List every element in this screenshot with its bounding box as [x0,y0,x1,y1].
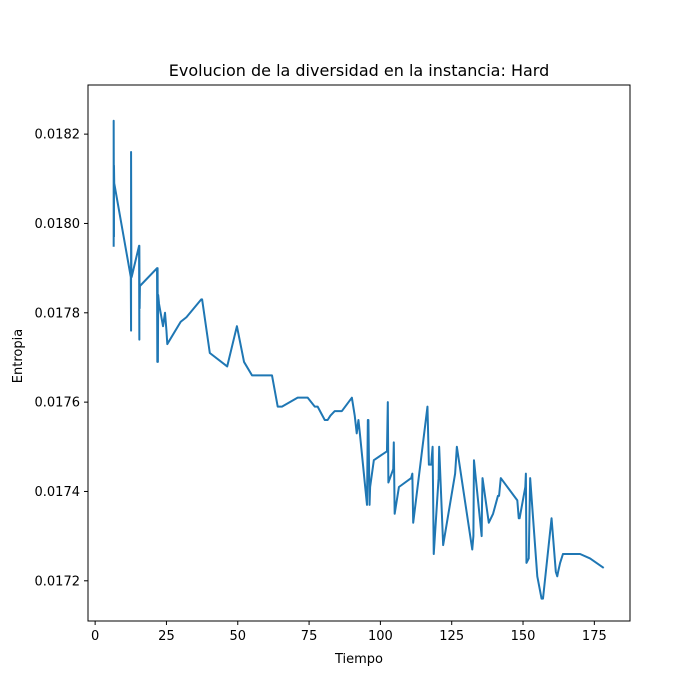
x-axis: 0 25 50 75 100 125 150 175 [91,621,607,644]
y-tick-label: 0.0174 [35,485,81,500]
chart-title: Evolucion de la diversidad en la instanc… [169,61,549,80]
x-tick-label: 0 [91,629,99,644]
x-tick-label: 25 [158,629,175,644]
plot-frame [87,84,631,622]
y-tick-label: 0.0172 [35,574,81,589]
y-axis-label: Entropia [11,329,26,383]
x-tick-label: 175 [582,629,607,644]
y-axis: 0.0172 0.0174 0.0176 0.0178 0.0180 0.0182 [35,128,88,589]
x-tick-label: 150 [511,629,536,644]
plot-area [112,119,605,600]
x-tick-label: 75 [301,629,318,644]
y-tick-label: 0.0178 [35,306,81,321]
y-tick-label: 0.0176 [35,396,81,411]
x-tick-label: 50 [229,629,246,644]
x-tick-label: 125 [439,629,464,644]
y-tick-label: 0.0180 [35,217,81,232]
x-tick-label: 100 [368,629,393,644]
x-axis-label: Tiempo [334,652,383,667]
y-tick-label: 0.0182 [35,128,81,143]
entropy-series-line [112,119,605,600]
